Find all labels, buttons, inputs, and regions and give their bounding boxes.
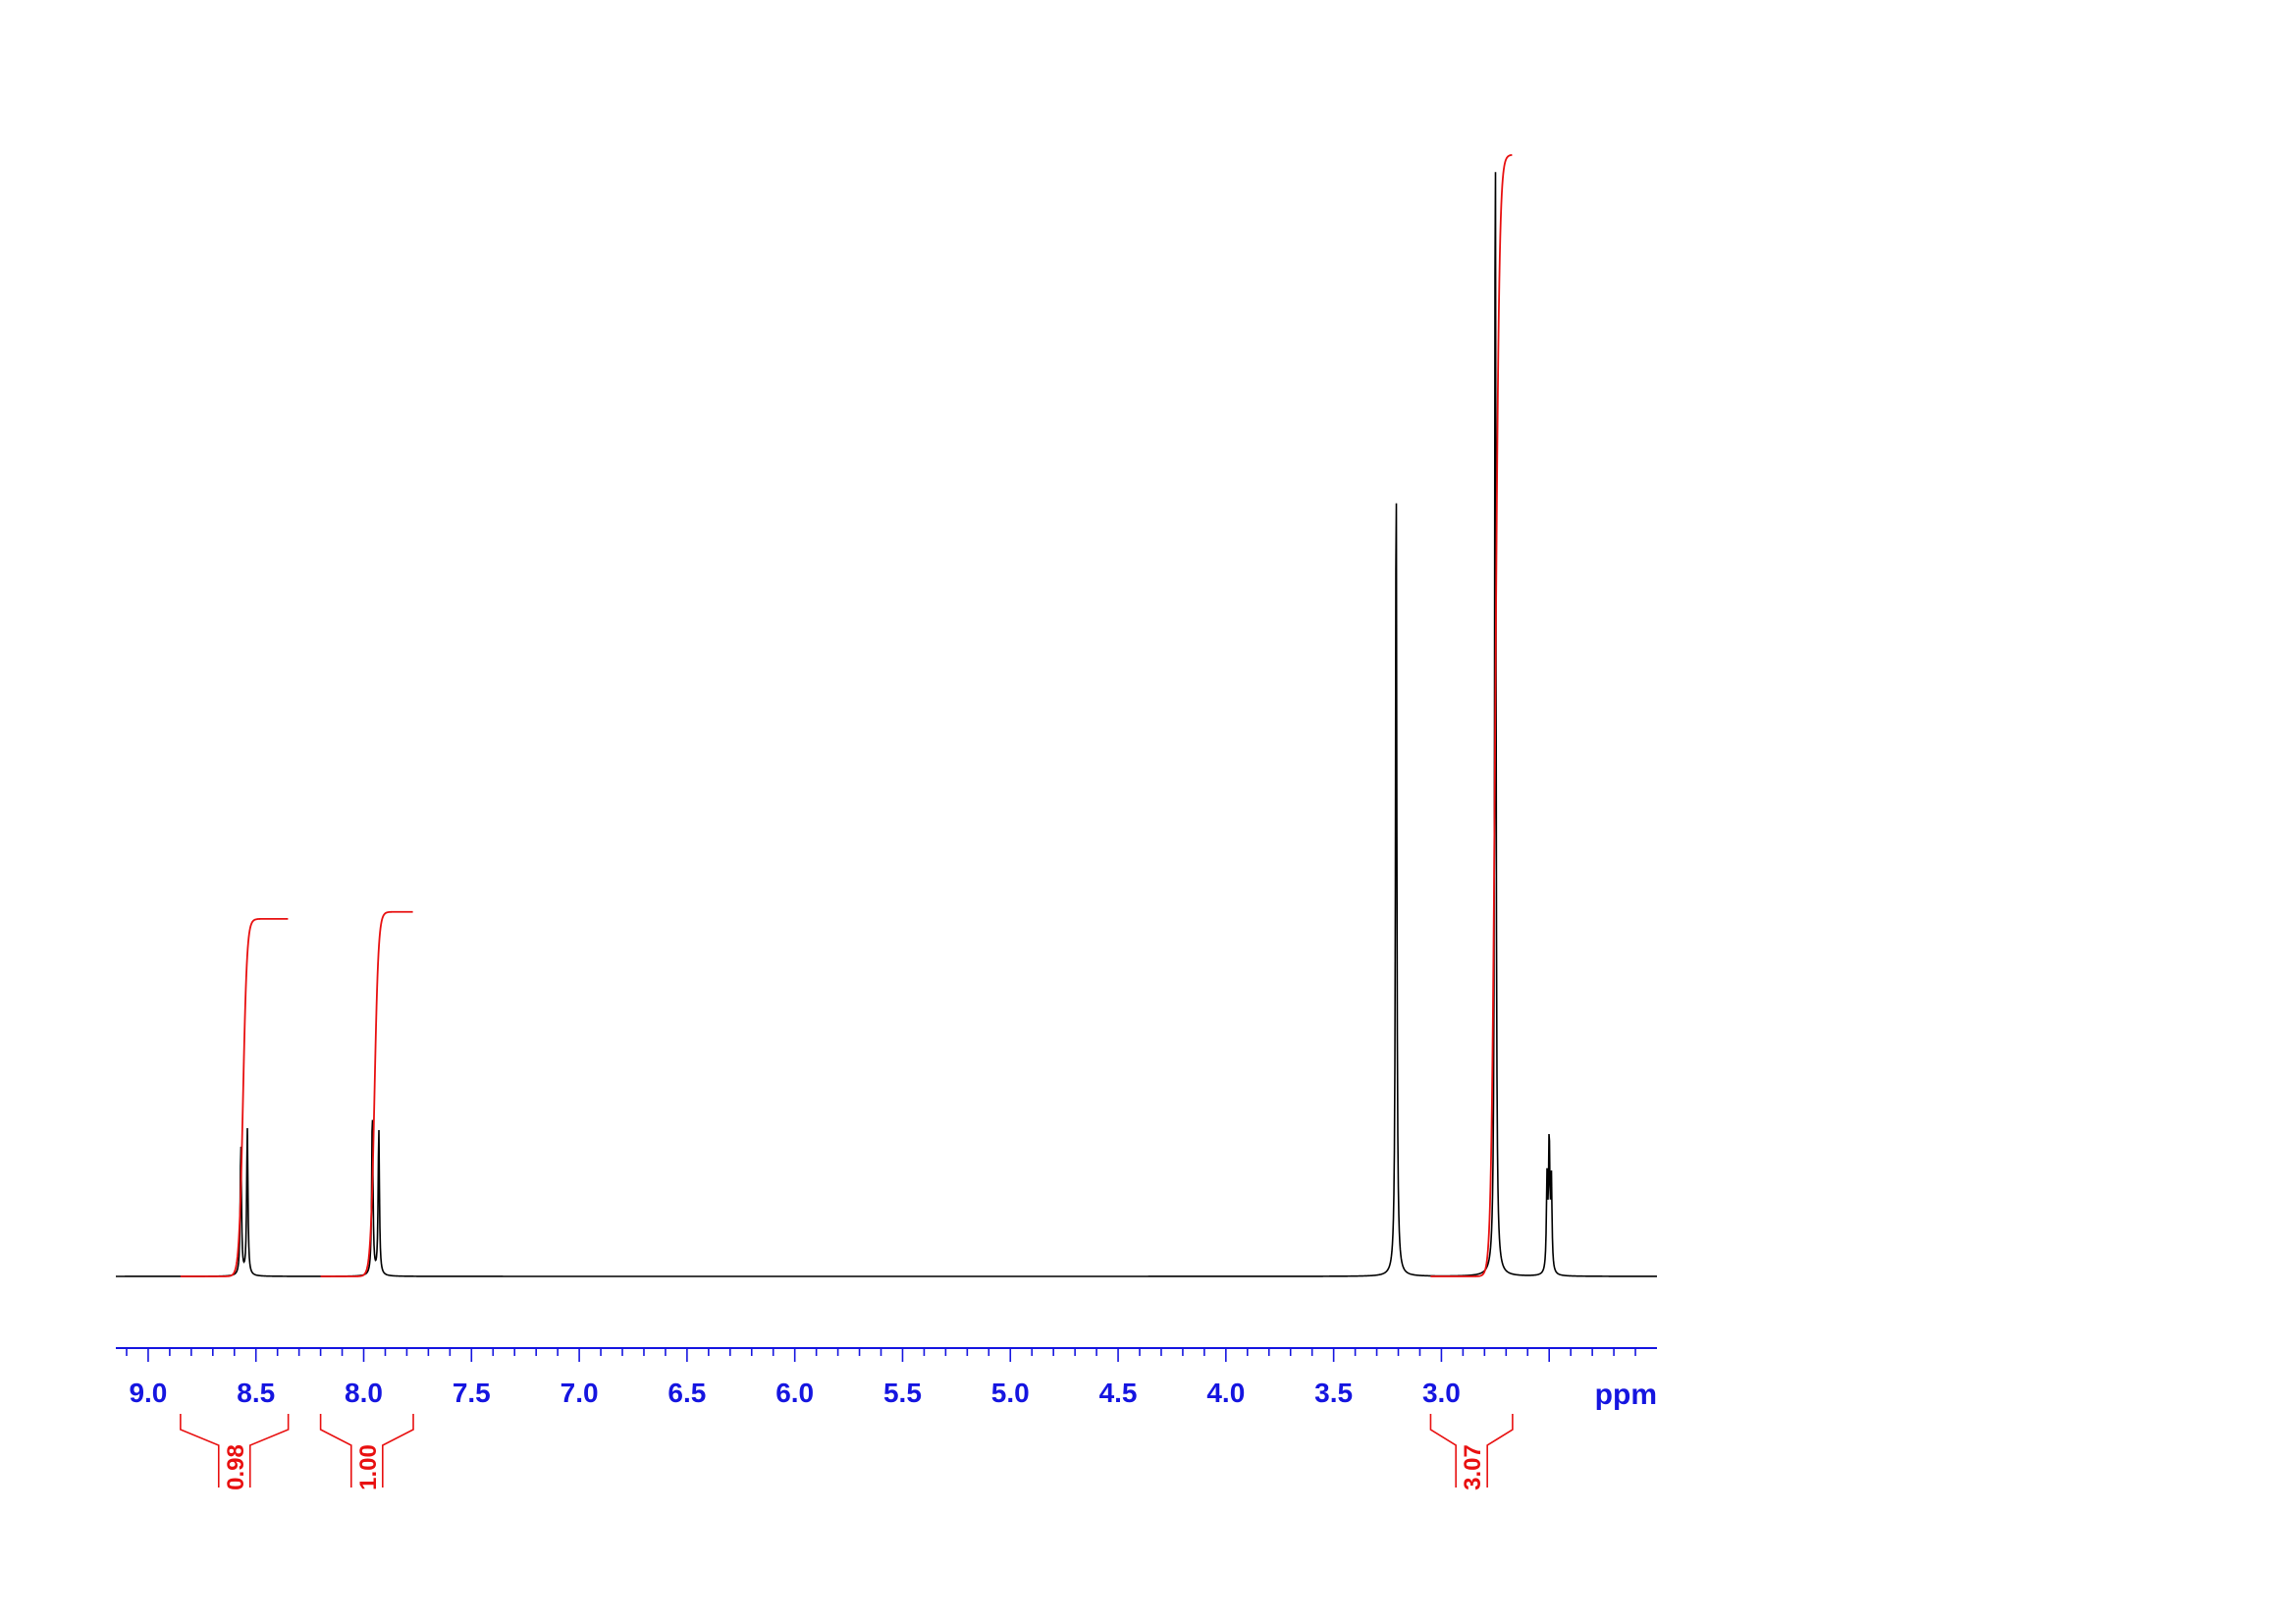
integral-value-label: 1.00 <box>355 1444 382 1490</box>
integral-labels: 0.98 1.00 3.07 <box>180 1414 1514 1490</box>
spectrum-layer <box>116 172 1657 1277</box>
integral-curve-3 <box>1430 153 1513 1277</box>
tick-label: 6.5 <box>667 1378 706 1408</box>
tick-label: 9.0 <box>129 1378 167 1408</box>
axis-unit-label: ppm <box>1595 1379 1657 1411</box>
tick-label: 3.5 <box>1314 1378 1353 1408</box>
tick-label: 6.0 <box>775 1378 814 1408</box>
integral-curves <box>180 153 1513 1277</box>
tick-label: 5.0 <box>991 1378 1030 1408</box>
tick-label: 4.5 <box>1099 1378 1138 1408</box>
tick-label: 7.0 <box>561 1378 599 1408</box>
tick-label: 8.5 <box>237 1378 275 1408</box>
tick-label: 7.5 <box>453 1378 491 1408</box>
ppm-axis: ppm 9.0 8.5 8.0 7.5 7.0 6.5 6.0 5.5 5.0 4.5 4.0 3.5… <box>116 1347 1657 1411</box>
integral-bracket-1 <box>180 1414 290 1488</box>
spectrum-trace <box>116 172 1657 1277</box>
integral-value-label: 3.07 <box>1460 1444 1486 1490</box>
integral-bracket-3 <box>1429 1414 1514 1488</box>
tick-label: 3.0 <box>1422 1378 1461 1408</box>
tick-label: 4.0 <box>1206 1378 1245 1408</box>
tick-label: 5.5 <box>883 1378 922 1408</box>
tick-label: 8.0 <box>345 1378 383 1408</box>
integral-curve-2 <box>320 910 413 1277</box>
integral-value-label: 0.98 <box>223 1444 249 1490</box>
integral-curve-1 <box>180 917 289 1277</box>
integral-bracket-2 <box>319 1414 414 1488</box>
